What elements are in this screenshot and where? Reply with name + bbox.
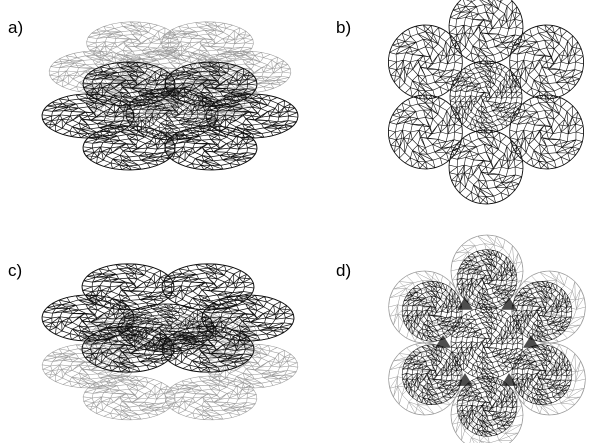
junction-cluster-3 [435,335,451,348]
bottom-disk-0 [205,343,299,389]
circle-1 [448,129,524,205]
inner-mesh-0 [511,344,573,405]
bottom-disk-1 [164,375,258,421]
top-disk-2 [81,325,175,373]
panel-b-mesh [388,0,584,205]
circle-0 [509,94,584,170]
panel-a-mesh [41,21,299,171]
inner-mesh-2 [401,344,463,405]
panel-c-mesh [41,263,299,421]
outer-circle-2 [388,342,461,416]
back-disk-4 [86,21,179,64]
junction-cluster-0 [523,335,539,348]
center-mesh [450,306,524,380]
bottom-disk-2 [82,375,176,421]
circle-5 [509,24,584,100]
panel-label-a: a) [8,18,24,37]
outer-circle-0 [513,342,586,416]
junction-cluster-1 [501,373,517,386]
front-disk-2 [82,125,176,171]
junction-cluster-4 [457,296,473,310]
inner-mesh-5 [511,281,573,342]
inner-mesh-1 [456,376,518,437]
top-disk-5 [161,263,255,311]
junction-cluster-5 [501,296,517,310]
top-disk-3 [41,294,135,342]
junction-cluster-2 [457,373,473,386]
center-dome [125,87,219,141]
inner-mesh-3 [401,281,463,342]
back-disk-5 [161,21,254,64]
front-disk-0 [205,93,299,139]
panel-label-c: c) [8,261,23,280]
outer-circle-3 [388,270,461,344]
front-disk-1 [164,125,258,171]
circle-2 [388,94,463,170]
bottom-disk-3 [41,343,135,389]
circle-center [449,60,523,134]
center-bowl [117,303,215,353]
circle-3 [388,24,463,100]
outer-circle-5 [513,270,586,344]
panel-label-b: b) [336,18,352,37]
panel-label-d: d) [336,261,352,280]
panel-d-mesh [388,234,586,443]
circle-4 [448,0,524,65]
